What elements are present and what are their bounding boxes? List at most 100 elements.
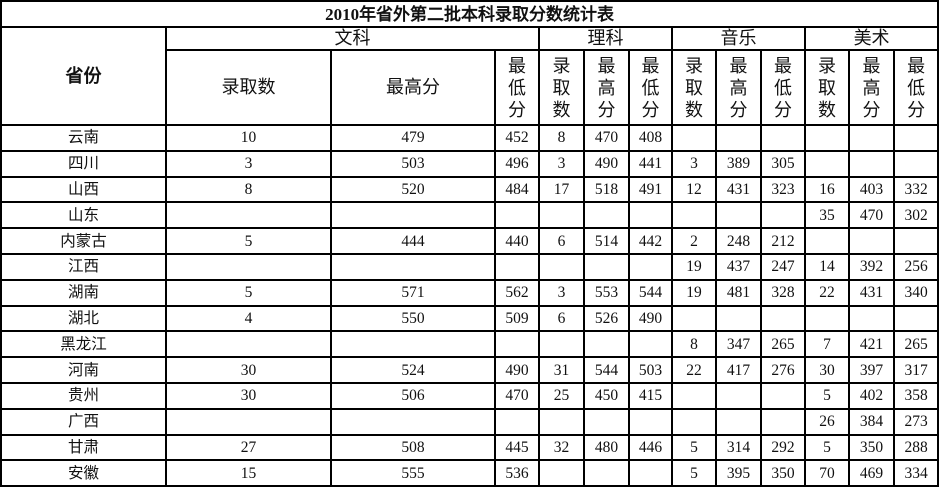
value-cell: 562 <box>494 278 540 307</box>
value-cell: 314 <box>715 433 762 462</box>
province-cell: 内蒙古 <box>0 227 167 255</box>
value-cell: 441 <box>628 149 673 178</box>
value-cell: 450 <box>583 381 630 410</box>
value-cell: 3 <box>165 149 332 178</box>
value-cell: 6 <box>538 304 585 333</box>
value-cell: 31 <box>538 356 585 384</box>
value-cell: 536 <box>494 459 540 488</box>
value-cell: 5 <box>804 381 850 410</box>
value-cell: 22 <box>671 356 717 384</box>
value-cell: 305 <box>760 149 806 178</box>
province-cell: 湖北 <box>0 304 167 333</box>
group-header-like: 理科 <box>538 26 673 51</box>
value-cell: 479 <box>330 124 496 152</box>
value-cell: 503 <box>628 356 673 384</box>
value-cell: 317 <box>892 356 939 384</box>
table-row: 湖南 5 571 562 3 553 544 19 481 328 22 431 340 <box>0 278 939 307</box>
value-cell <box>804 304 850 333</box>
value-cell: 2 <box>671 227 717 255</box>
value-cell <box>804 227 850 255</box>
value-cell: 440 <box>494 227 540 255</box>
value-cell: 555 <box>330 459 496 488</box>
value-cell: 17 <box>538 175 585 204</box>
value-cell: 3 <box>538 149 585 178</box>
table-row: 贵州 30 506 470 25 450 415 5 402 358 <box>0 381 939 410</box>
value-cell: 402 <box>848 381 895 410</box>
value-cell: 5 <box>165 278 332 307</box>
group-header-music: 音乐 <box>671 26 806 51</box>
value-cell <box>848 149 895 178</box>
value-cell: 490 <box>494 356 540 384</box>
province-cell: 黑龙江 <box>0 330 167 359</box>
table-row: 内蒙古 5 444 440 6 514 442 2 248 212 <box>0 227 939 255</box>
value-cell: 491 <box>628 175 673 204</box>
value-cell: 358 <box>892 381 939 410</box>
value-cell: 389 <box>715 149 762 178</box>
value-cell <box>671 407 717 436</box>
value-cell: 544 <box>583 356 630 384</box>
value-cell <box>330 201 496 230</box>
value-cell: 571 <box>330 278 496 307</box>
value-cell: 403 <box>848 175 895 204</box>
value-cell: 509 <box>494 304 540 333</box>
value-cell <box>538 252 585 281</box>
table-row: 湖北 4 550 509 6 526 490 <box>0 304 939 333</box>
value-cell <box>671 201 717 230</box>
value-cell: 328 <box>760 278 806 307</box>
table-row: 黑龙江 8 347 265 7 421 265 <box>0 330 939 359</box>
col-header-max: 最 高 分 <box>583 49 630 126</box>
value-cell <box>628 201 673 230</box>
value-cell: 490 <box>628 304 673 333</box>
value-cell: 445 <box>494 433 540 462</box>
value-cell: 520 <box>330 175 496 204</box>
value-cell: 395 <box>715 459 762 488</box>
province-cell: 江西 <box>0 252 167 281</box>
value-cell: 518 <box>583 175 630 204</box>
value-cell <box>538 407 585 436</box>
value-cell <box>583 459 630 488</box>
value-cell <box>494 252 540 281</box>
value-cell: 8 <box>671 330 717 359</box>
value-cell: 3 <box>538 278 585 307</box>
value-cell: 8 <box>538 124 585 152</box>
value-cell <box>628 330 673 359</box>
value-cell <box>715 201 762 230</box>
value-cell: 340 <box>892 278 939 307</box>
value-cell <box>628 459 673 488</box>
value-cell <box>583 252 630 281</box>
value-cell <box>715 124 762 152</box>
value-cell: 5 <box>671 433 717 462</box>
value-cell: 392 <box>848 252 895 281</box>
table-row: 四川 3 503 496 3 490 441 3 389 305 <box>0 149 939 178</box>
province-cell: 山东 <box>0 201 167 230</box>
value-cell: 4 <box>165 304 332 333</box>
value-cell: 526 <box>583 304 630 333</box>
value-cell: 247 <box>760 252 806 281</box>
value-cell <box>804 149 850 178</box>
value-cell <box>892 227 939 255</box>
value-cell: 25 <box>538 381 585 410</box>
value-cell <box>165 407 332 436</box>
value-cell: 384 <box>848 407 895 436</box>
value-cell: 350 <box>848 433 895 462</box>
value-cell: 452 <box>494 124 540 152</box>
col-header-min: 最 低 分 <box>760 49 806 126</box>
value-cell: 19 <box>671 252 717 281</box>
table-row: 广西 26 384 273 <box>0 407 939 436</box>
value-cell: 484 <box>494 175 540 204</box>
value-cell: 288 <box>892 433 939 462</box>
value-cell: 248 <box>715 227 762 255</box>
value-cell: 490 <box>583 149 630 178</box>
col-header-max: 最 高 分 <box>715 49 762 126</box>
value-cell: 19 <box>671 278 717 307</box>
province-cell: 山西 <box>0 175 167 204</box>
col-header-min: 最 低 分 <box>892 49 939 126</box>
table-row: 安徽 15 555 536 5 395 350 70 469 334 <box>0 459 939 488</box>
group-header-art: 美术 <box>803 26 939 51</box>
province-cell: 贵州 <box>0 381 167 410</box>
value-cell: 481 <box>715 278 762 307</box>
table-row: 河南 30 524 490 31 544 503 22 417 276 30 397 317 <box>0 356 939 384</box>
value-cell: 444 <box>330 227 496 255</box>
value-cell: 15 <box>165 459 332 488</box>
